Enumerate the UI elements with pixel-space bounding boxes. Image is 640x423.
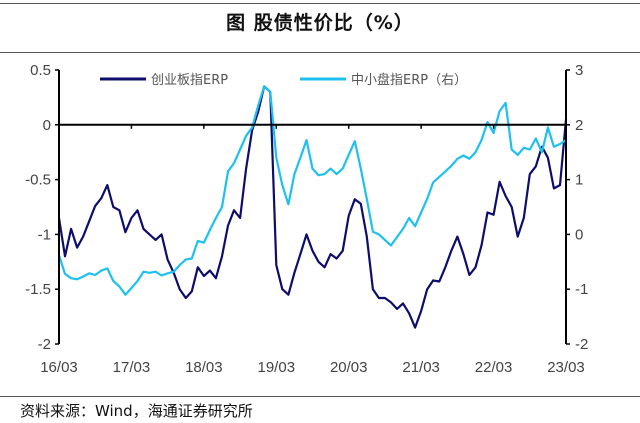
x-tick-label: 23/03 [547, 359, 585, 376]
x-tick-label: 20/03 [330, 359, 368, 376]
right-tick-label: 1 [575, 172, 583, 189]
right-tick-label: -1 [575, 281, 588, 298]
x-tick-label: 21/03 [402, 359, 440, 376]
right-tick-label: 2 [575, 117, 583, 134]
left-tick-label: 0.5 [30, 62, 51, 79]
x-tick-label: 22/03 [475, 359, 513, 376]
x-tick-label: 16/03 [40, 359, 78, 376]
left-tick-label: -2 [38, 336, 51, 353]
bottom-rule [0, 396, 640, 397]
left-tick-label: -1 [38, 226, 51, 243]
right-tick-label: -2 [575, 336, 588, 353]
legend-label-2: 中小盘指ERP（右） [351, 72, 467, 88]
left-tick-label: -1.5 [25, 281, 51, 298]
left-tick-label: -0.5 [25, 172, 51, 189]
x-tick-label: 19/03 [258, 359, 296, 376]
series-line-2 [57, 85, 567, 296]
right-tick-label: 3 [575, 62, 583, 79]
source-note: 资料来源：Wind，海通证券研究所 [20, 402, 253, 420]
chart-title: 图 股债性价比（%） [226, 12, 414, 34]
legend-label-1: 创业板指ERP [151, 73, 228, 88]
top-rule [0, 3, 640, 4]
series-line-1 [57, 85, 568, 329]
title-rule [0, 52, 640, 53]
x-tick-label: 17/03 [113, 359, 151, 376]
left-tick-label: 0 [43, 117, 51, 134]
x-tick-label: 18/03 [185, 359, 223, 376]
right-tick-label: 0 [575, 226, 583, 243]
